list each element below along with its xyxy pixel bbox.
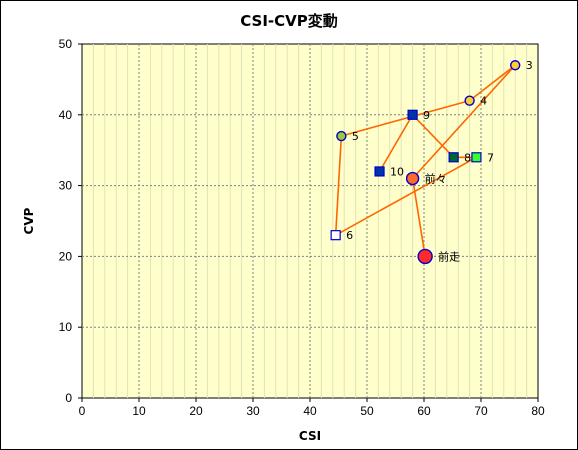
x-tick-label: 10: [132, 404, 146, 418]
connector-line: [412, 114, 455, 158]
point-前走: [417, 248, 433, 265]
point-label-9: 9: [423, 109, 430, 122]
point-9: [407, 109, 418, 120]
point-3: [510, 60, 521, 71]
x-tick-label: 60: [417, 404, 431, 418]
chart-title: CSI-CVP変動: [240, 12, 338, 30]
point-5: [336, 130, 347, 142]
x-tick-label: 0: [79, 404, 86, 418]
point-label-6: 6: [346, 229, 353, 242]
point-前々: [405, 171, 420, 186]
y-axis-title: CVP: [22, 207, 36, 234]
x-tick-label: 30: [246, 404, 260, 418]
y-tick-label: 10: [59, 320, 73, 334]
y-tick-label: 50: [59, 37, 73, 51]
point-label-10: 10: [390, 165, 404, 178]
point-label-4: 4: [480, 95, 487, 108]
x-tick-label: 20: [189, 404, 203, 418]
y-tick-label: 20: [59, 249, 73, 263]
x-tick-label: 50: [360, 404, 374, 418]
connector-line: [335, 156, 477, 236]
y-tick-label: 0: [65, 391, 72, 405]
point-label-8: 8: [464, 151, 471, 164]
connector-line: [378, 114, 414, 172]
point-label-3: 3: [526, 59, 533, 72]
y-tick-label: 40: [59, 108, 73, 122]
tick-layer: 0 10 20 30 40 50 60 70 80 0 10 20 30 40 50: [59, 37, 545, 418]
grid-layer: [82, 44, 538, 398]
connector-lines: [334, 64, 516, 257]
x-axis-title: CSI: [299, 429, 321, 443]
point-7: [471, 152, 482, 163]
x-tick-label: 80: [531, 404, 545, 418]
connector-line: [341, 99, 470, 137]
point-layer: [330, 60, 521, 265]
x-tick-label: 40: [303, 404, 317, 418]
point-4: [464, 95, 475, 106]
point-label-前走: 前走: [438, 249, 460, 263]
x-tick-label: 70: [474, 404, 488, 418]
point-8: [448, 152, 459, 163]
y-tick-label: 30: [59, 179, 73, 193]
connector-line: [469, 64, 516, 102]
connector-line: [412, 64, 516, 180]
connector-line: [334, 135, 343, 236]
point-6: [330, 230, 341, 241]
point-10: [374, 166, 385, 177]
point-label-前々: 前々: [425, 172, 447, 186]
point-label-7: 7: [487, 151, 494, 164]
point-labels: 前走 前々 3 4 5 6 7 8 9 10: [346, 59, 533, 263]
point-label-5: 5: [352, 130, 359, 143]
